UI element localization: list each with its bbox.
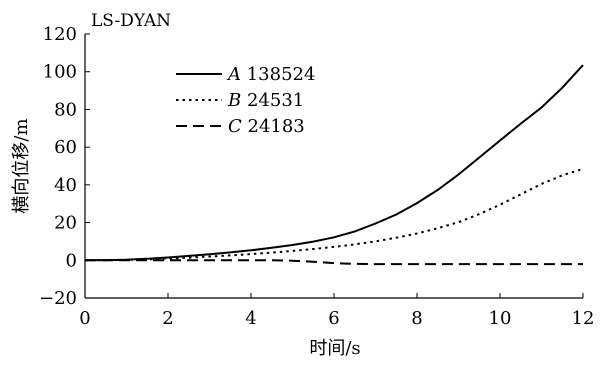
- x-tick-label: 12: [572, 308, 595, 329]
- y-axis-label: 横向位移/m: [11, 118, 32, 213]
- series-group: [84, 64, 584, 266]
- series-line-c: [85, 259, 583, 266]
- x-tick-label: 0: [79, 308, 90, 329]
- y-tick-label: −20: [39, 288, 77, 309]
- x-tick-label: 6: [328, 308, 339, 329]
- series-line-a: [84, 64, 584, 262]
- y-tick-label: 60: [54, 137, 77, 158]
- legend-label-c: C 24183: [228, 116, 305, 137]
- legend-letter: B: [227, 90, 241, 111]
- x-axis-label: 时间/s: [309, 338, 360, 359]
- x-tick-label: 10: [489, 308, 512, 329]
- legend-number: 24531: [241, 90, 304, 111]
- y-tick-label: 20: [54, 213, 77, 234]
- y-tick-label: 0: [66, 250, 77, 271]
- legend-letter: C: [228, 116, 242, 137]
- y-tick-label: 100: [43, 62, 77, 83]
- y-tick-label: 80: [54, 99, 77, 120]
- series-line-b: [84, 167, 584, 262]
- y-tick-label: 40: [54, 175, 77, 196]
- legend-number: 138524: [241, 64, 315, 85]
- y-tick-label: 120: [43, 24, 77, 45]
- legend-number: 24183: [242, 116, 305, 137]
- x-tick-label: 2: [162, 308, 173, 329]
- x-tick-label: 4: [245, 308, 256, 329]
- legend-label-b: B 24531: [227, 90, 304, 111]
- legend-label-a: A 138524: [226, 64, 315, 85]
- chart-title: LS-DYAN: [91, 11, 171, 31]
- x-tick-label: 8: [411, 308, 422, 329]
- legend-letter: A: [226, 64, 241, 85]
